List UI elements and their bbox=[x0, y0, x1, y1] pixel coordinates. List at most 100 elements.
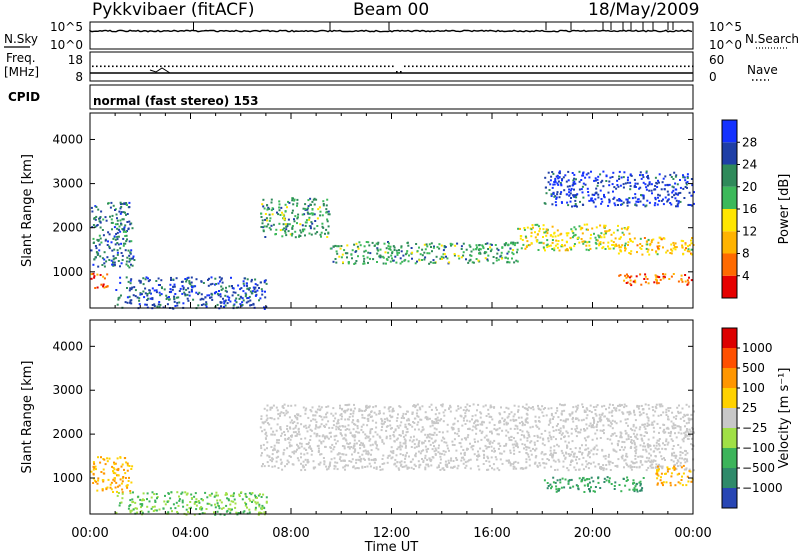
scatter-cell bbox=[670, 438, 673, 441]
scatter-cell bbox=[193, 513, 196, 516]
scatter-cell bbox=[444, 450, 447, 453]
scatter-cell bbox=[266, 454, 269, 457]
scatter-cell bbox=[128, 465, 131, 467]
scatter-cell bbox=[107, 240, 109, 243]
scatter-cell bbox=[153, 493, 156, 496]
scatter-cell bbox=[321, 418, 324, 421]
scatter-cell bbox=[435, 449, 438, 452]
scatter-cell bbox=[618, 484, 621, 486]
scatter-cell bbox=[536, 223, 539, 226]
scatter-cell bbox=[553, 195, 556, 198]
scatter-cell bbox=[586, 241, 589, 244]
scatter-cell bbox=[575, 456, 578, 458]
scatter-cell bbox=[202, 282, 205, 284]
scatter-cell bbox=[462, 254, 465, 257]
scatter-cell bbox=[106, 273, 109, 276]
scatter-cell bbox=[623, 459, 626, 462]
scatter-cell bbox=[321, 225, 324, 228]
scatter-cell bbox=[314, 466, 317, 469]
scatter-cell bbox=[615, 450, 618, 453]
scatter-cell bbox=[590, 411, 593, 414]
scatter-cell bbox=[523, 423, 526, 426]
scatter-cell bbox=[175, 296, 178, 299]
scatter-cell bbox=[288, 445, 291, 448]
scatter-cell bbox=[571, 418, 574, 421]
scatter-cell bbox=[613, 485, 616, 487]
scatter-cell bbox=[353, 434, 356, 437]
scatter-cell bbox=[399, 444, 402, 447]
scatter-cell bbox=[621, 457, 624, 460]
scatter-cell bbox=[93, 275, 96, 278]
scatter-cell bbox=[681, 451, 684, 454]
scatter-cell bbox=[680, 432, 683, 435]
scatter-cell bbox=[547, 423, 550, 426]
power-y-axis-label: Slant Range [km] bbox=[20, 154, 35, 267]
scatter-cell bbox=[245, 301, 248, 304]
velocity-y-axis-label: Slant Range [km] bbox=[20, 361, 35, 474]
scatter-cell bbox=[620, 404, 623, 407]
x-tick-label: 12:00 bbox=[373, 526, 410, 541]
scatter-cell bbox=[487, 438, 490, 441]
scatter-cell bbox=[512, 419, 515, 422]
scatter-cell bbox=[662, 177, 665, 180]
scatter-cell bbox=[443, 437, 446, 440]
scatter-cell bbox=[363, 410, 366, 412]
scatter-cell bbox=[562, 176, 565, 179]
scatter-cell bbox=[534, 415, 537, 418]
scatter-cell bbox=[116, 249, 119, 252]
scatter-cell bbox=[688, 276, 690, 279]
scatter-cell bbox=[397, 467, 400, 470]
scatter-cell bbox=[255, 502, 258, 505]
scatter-cell bbox=[282, 213, 285, 216]
scatter-cell bbox=[184, 294, 187, 297]
scatter-cell bbox=[379, 468, 382, 471]
scatter-cell bbox=[294, 414, 296, 417]
nave-point bbox=[664, 65, 666, 68]
scatter-cell bbox=[225, 504, 228, 507]
scatter-cell bbox=[261, 293, 264, 296]
scatter-cell bbox=[328, 426, 331, 429]
scatter-cell bbox=[613, 406, 616, 409]
scatter-cell bbox=[389, 414, 392, 417]
scatter-cell bbox=[569, 448, 572, 450]
scatter-cell bbox=[279, 426, 282, 428]
scatter-cell bbox=[146, 293, 149, 295]
scatter-cell bbox=[511, 257, 513, 260]
scatter-cell bbox=[619, 434, 622, 437]
scatter-cell bbox=[654, 274, 657, 277]
scatter-cell bbox=[655, 444, 658, 447]
scatter-cell bbox=[151, 287, 154, 290]
scatter-cell bbox=[625, 422, 628, 425]
scatter-cell bbox=[555, 424, 558, 427]
nave-point bbox=[456, 65, 458, 68]
scatter-cell bbox=[411, 413, 414, 415]
scatter-cell bbox=[599, 417, 602, 420]
scatter-cell bbox=[288, 441, 291, 444]
scatter-cell bbox=[570, 246, 572, 249]
scatter-cell bbox=[558, 172, 561, 175]
scatter-cell bbox=[237, 284, 240, 287]
power-colorbar-tick-label: 28 bbox=[742, 135, 757, 149]
scatter-cell bbox=[629, 466, 632, 469]
scatter-cell bbox=[456, 242, 459, 245]
nave-point bbox=[500, 65, 502, 68]
scatter-cell bbox=[117, 298, 120, 301]
scatter-cell bbox=[554, 179, 557, 182]
scatter-cell bbox=[677, 460, 680, 463]
scatter-cell bbox=[220, 288, 223, 291]
scatter-cell bbox=[311, 208, 314, 211]
scatter-cell bbox=[129, 252, 132, 255]
scatter-cell bbox=[237, 294, 240, 297]
scatter-cell bbox=[113, 477, 116, 480]
scatter-cell bbox=[561, 179, 563, 182]
scatter-cell bbox=[652, 238, 655, 241]
scatter-cell bbox=[390, 416, 393, 419]
nave-point bbox=[544, 65, 546, 68]
scatter-cell bbox=[297, 445, 300, 448]
scatter-cell bbox=[477, 259, 480, 262]
scatter-cell bbox=[535, 447, 538, 450]
scatter-cell bbox=[339, 414, 342, 417]
scatter-cell bbox=[544, 176, 547, 179]
scatter-cell bbox=[556, 409, 559, 412]
scatter-cell bbox=[452, 423, 455, 426]
